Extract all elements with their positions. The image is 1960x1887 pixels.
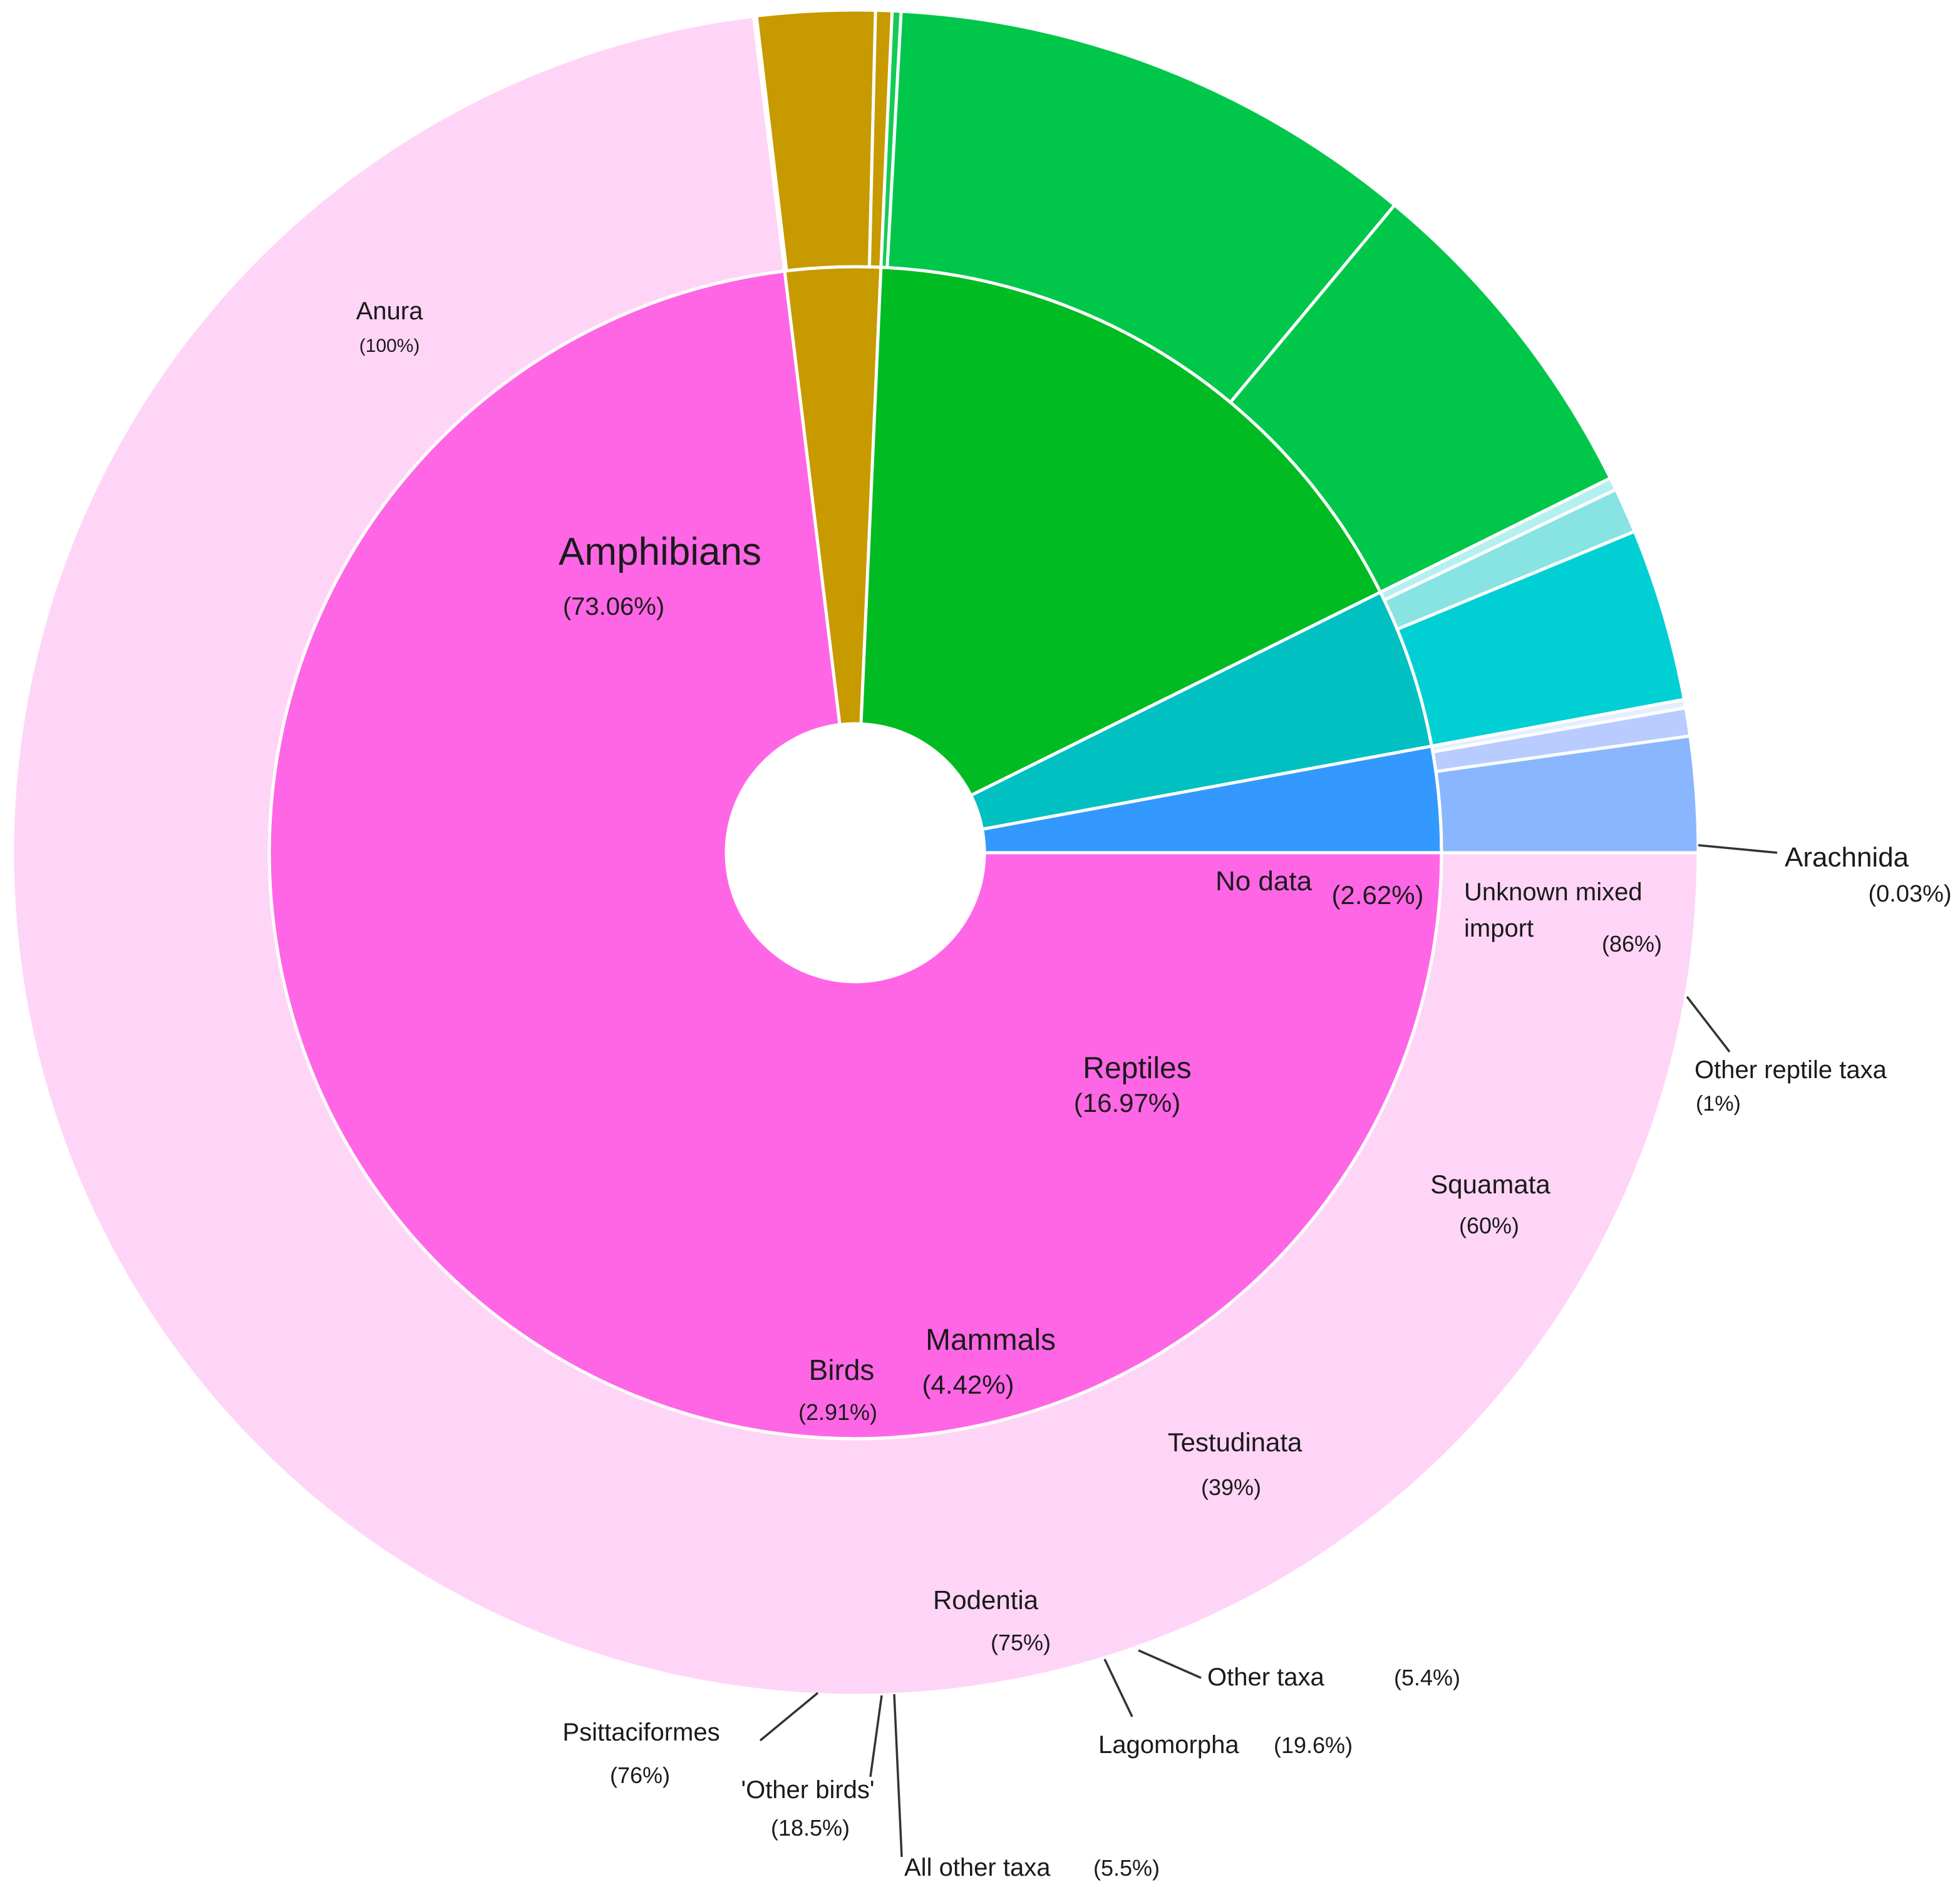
leader-lagomorpha	[1103, 1658, 1133, 1717]
label-other-birds: 'Other birds'	[741, 1776, 874, 1804]
label-amphibians-pct: (73.06%)	[563, 593, 664, 620]
label-psittaciformes: Psittaciformes	[562, 1719, 720, 1746]
label-reptiles: Reptiles	[1083, 1052, 1191, 1085]
label-anura: Anura	[356, 297, 423, 325]
chart-slices	[11, 8, 1700, 1697]
label-lagomorpha-pct: (19.6%)	[1274, 1732, 1353, 1758]
label-squamata-pct: (60%)	[1459, 1213, 1519, 1238]
leader-other-birds	[869, 1695, 883, 1777]
label-other-reptile: Other reptile taxa	[1694, 1056, 1887, 1084]
label-birds: Birds	[809, 1354, 875, 1386]
label-testudinata-pct: (39%)	[1201, 1474, 1261, 1500]
label-birds-pct: (2.91%)	[798, 1399, 877, 1425]
label-no-data: No data	[1215, 866, 1313, 897]
label-testudinata: Testudinata	[1168, 1427, 1302, 1457]
label-reptiles-pct: (16.97%)	[1074, 1088, 1180, 1118]
outer-slice-anura	[11, 14, 1700, 1697]
label-psittaciformes-pct: (76%)	[610, 1762, 670, 1788]
label-all-other-taxa-pct: (5.5%)	[1093, 1855, 1160, 1881]
outer-slice-squamata	[885, 9, 1397, 405]
label-amphibians: Amphibians	[559, 530, 761, 573]
chart-leader-lines	[759, 844, 1778, 1858]
label-squamata: Squamata	[1430, 1170, 1550, 1199]
leader-other-reptile	[1686, 995, 1731, 1053]
chart-labels: Amphibians (73.06%) No data (2.62%) Reptiles…	[356, 297, 1952, 1881]
outer-slice-psittaciformes	[1434, 734, 1700, 855]
label-all-other-taxa: All other taxa	[904, 1854, 1051, 1881]
label-rodentia: Rodentia	[933, 1585, 1039, 1615]
label-unknown-line2: import	[1464, 915, 1534, 942]
leader-arachnida	[1698, 844, 1778, 854]
label-other-reptile-pct: (1%)	[1696, 1092, 1741, 1116]
label-unknown-pct: (86%)	[1602, 931, 1662, 957]
label-anura-pct: (100%)	[359, 336, 420, 356]
label-other-taxa-pct: (5.4%)	[1394, 1665, 1460, 1690]
label-arachnida: Arachnida	[1785, 842, 1909, 873]
leader-other-taxa	[1138, 1649, 1202, 1679]
leader-all-other-taxa	[893, 1694, 903, 1858]
label-mammals: Mammals	[926, 1324, 1056, 1357]
label-other-taxa: Other taxa	[1207, 1663, 1325, 1691]
label-unknown-line1: Unknown mixed	[1464, 878, 1643, 906]
leader-psittaciformes	[759, 1692, 819, 1742]
label-mammals-pct: (4.42%)	[922, 1370, 1014, 1399]
label-other-birds-pct: (18.5%)	[771, 1815, 850, 1841]
label-arachnida-pct: (0.03%)	[1868, 881, 1951, 907]
label-lagomorpha: Lagomorpha	[1098, 1731, 1239, 1759]
label-rodentia-pct: (75%)	[991, 1630, 1051, 1655]
label-no-data-pct: (2.62%)	[1331, 880, 1423, 910]
